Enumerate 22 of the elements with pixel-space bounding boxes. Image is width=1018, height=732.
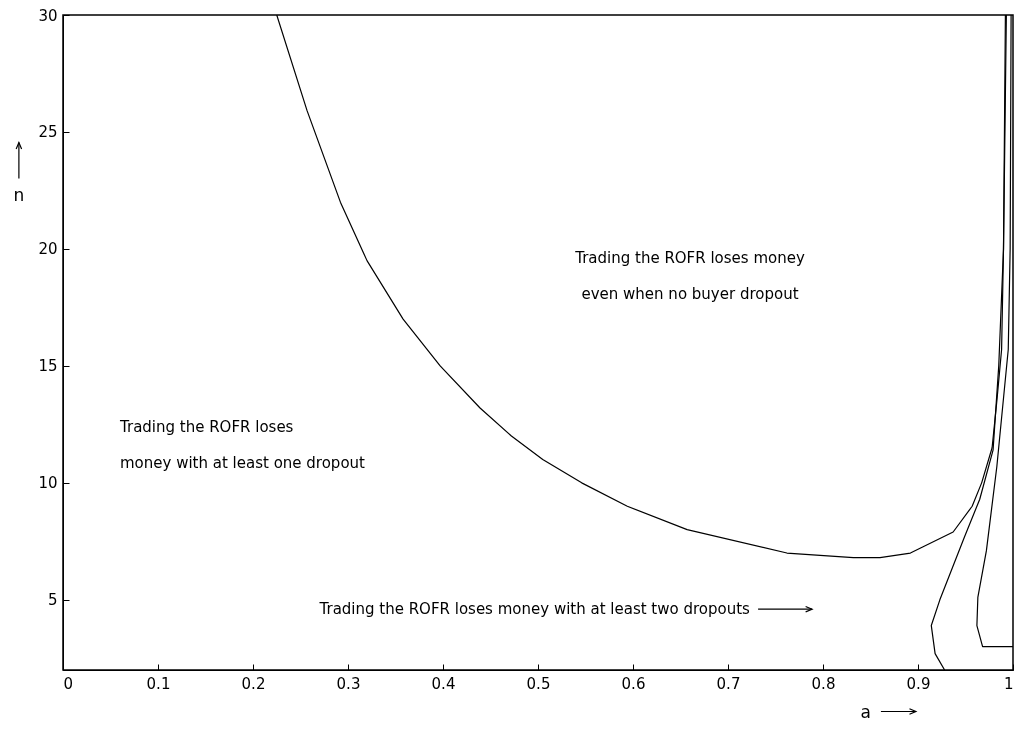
x-axis-title: a	[860, 701, 871, 722]
x-tick-label: 0	[63, 674, 74, 693]
x-tick-label: 0.7	[716, 674, 741, 693]
y-axis-title: n	[13, 184, 25, 205]
y-tick-label: 20	[38, 240, 58, 259]
text: Trading the ROFR loses money with at least one dropout	[120, 417, 365, 472]
x-tick-label: 0.9	[906, 674, 931, 693]
x-tick-label: 0.5	[526, 674, 551, 693]
y-tick-label: 10	[38, 474, 58, 493]
annotation: Trading the ROFR loses money with at least two dropouts	[318, 600, 751, 619]
x-tick-label: 0.2	[241, 674, 266, 693]
x-tick-label: 0.1	[146, 674, 171, 693]
y-tick-label: 30	[38, 6, 58, 25]
x-tick-label: 0.4	[431, 674, 456, 693]
x-tick-label: 0.6	[621, 674, 646, 693]
x-tick-label: 0.3	[336, 674, 361, 693]
x-tick-label: 1	[1003, 674, 1014, 693]
y-tick-label: 25	[38, 123, 58, 142]
y-tick-label: 15	[38, 357, 58, 376]
text: Trading the ROFR loses money even when no buyer dropout	[575, 249, 805, 304]
x-tick-label: 0.8	[811, 674, 836, 693]
y-tick-label: 5	[47, 591, 58, 610]
